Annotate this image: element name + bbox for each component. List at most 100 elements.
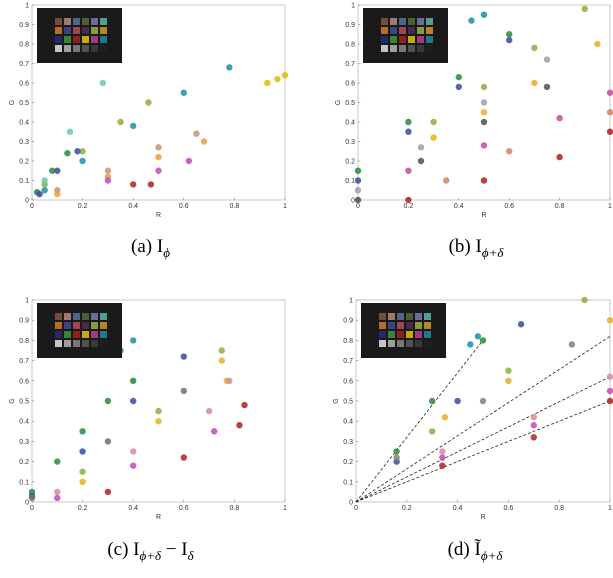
x-tick-label: 1 [283,505,287,512]
caption: (d) Ĩϕ+δ [448,538,504,563]
data-point [531,422,537,428]
inset-patch [55,36,62,43]
data-point [393,448,399,454]
caption: (b) Iϕ+δ [449,236,505,260]
caption-subscript: ϕ+δ [482,245,505,260]
inset-patch [415,340,422,347]
data-point [211,428,217,434]
data-point [430,134,436,140]
data-point [186,158,192,164]
data-point [74,148,80,154]
inset-patch [408,27,415,34]
y-axis-label: G [335,100,342,105]
data-point [54,495,60,501]
inset-patch [73,340,80,347]
y-tick-label: 1 [25,298,29,305]
data-point [481,99,487,105]
inset-patch [390,36,397,43]
inset-image [361,303,446,358]
data-point [505,368,511,374]
data-point [468,17,474,23]
data-point [145,99,151,105]
caption-subscript: ϕ [163,245,170,260]
x-tick-label: 0.4 [453,505,463,512]
data-point [236,422,242,428]
inset-image [37,8,122,63]
data-point [155,408,161,414]
inset-patch [415,322,422,329]
y-tick-label: 0.9 [345,22,355,29]
data-point [105,438,111,444]
inset-patch [417,27,424,34]
inset-patch [388,331,395,338]
data-point [79,448,85,454]
data-point [130,462,136,468]
data-point [274,76,280,82]
y-tick-label: 0.8 [345,42,355,49]
data-point [226,378,232,384]
data-point [79,479,85,485]
data-point [505,378,511,384]
data-point [454,398,460,404]
data-point [155,418,161,424]
data-point [518,321,524,327]
y-tick-label: 0.1 [19,479,29,486]
data-point [264,80,270,86]
data-point [54,458,60,464]
x-tick-label: 0.2 [78,505,88,512]
inset-patch [64,340,71,347]
y-axis-label: G [9,398,16,403]
inset-patch [381,27,388,34]
x-tick-label: 0 [30,505,34,512]
inset-patch [426,45,433,52]
data-point [439,462,445,468]
inset-patch [379,322,386,329]
inset-patch [100,45,107,52]
inset-patch [397,331,404,338]
x-tick-label: 0 [354,505,358,512]
data-point [481,119,487,125]
y-tick-label: 0.4 [19,120,29,127]
data-point [105,489,111,495]
inset-patch [55,45,62,52]
data-point [155,154,161,160]
x-tick-label: 0.4 [128,505,138,512]
inset-patch [64,331,71,338]
data-point [393,454,399,460]
inset-patch [82,313,89,320]
inset-patch [406,331,413,338]
inset-patch [415,313,422,320]
data-point [594,41,600,47]
data-point [481,109,487,115]
data-point [405,168,411,174]
inset-patch [381,18,388,25]
inset-image [363,8,448,63]
data-point [475,333,481,339]
data-point [79,428,85,434]
y-tick-label: 0.9 [19,318,29,325]
data-point [130,378,136,384]
inset-patch [399,36,406,43]
data-point [607,398,613,404]
data-point [36,191,42,197]
y-tick-label: 0.3 [343,439,353,446]
inset-patch [91,322,98,329]
caption: (a) Iϕ [131,236,170,260]
y-tick-label: 0 [349,500,353,507]
y-tick-label: 0.3 [345,139,355,146]
y-tick-label: 0.2 [343,459,353,466]
data-point [456,84,462,90]
x-tick-label: 0.6 [179,203,189,210]
data-point [544,56,550,62]
y-tick-label: 0.6 [343,378,353,385]
y-tick-label: 0 [25,198,29,205]
data-point [206,408,212,414]
inset-patch [100,340,107,347]
inset-patch [408,18,415,25]
data-point [241,402,247,408]
inset-patch [390,45,397,52]
inset-patch [381,45,388,52]
inset-image [37,303,122,358]
